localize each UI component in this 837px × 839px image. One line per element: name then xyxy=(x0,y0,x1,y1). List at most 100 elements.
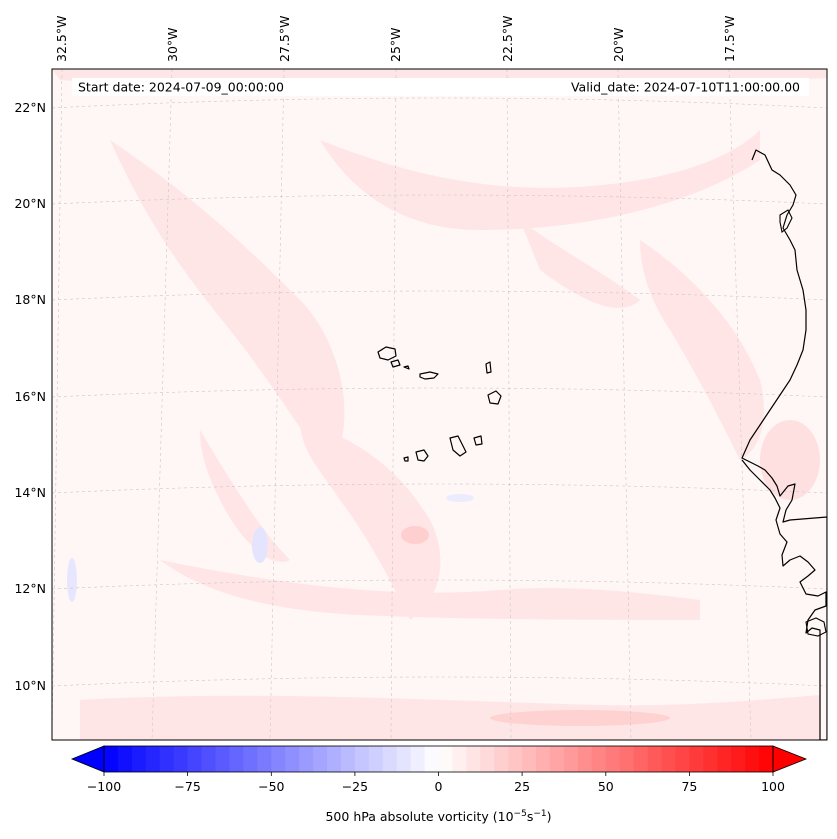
colorbar-step xyxy=(619,746,635,772)
colorbar-step xyxy=(703,746,718,772)
colorbar-step xyxy=(522,746,537,772)
colorbar-step xyxy=(745,746,760,772)
longitude-labels: 32.5°W 30°W 27.5°W 25°W 22.5°W 20°W 17.5… xyxy=(54,16,737,62)
island-santo-antao xyxy=(377,346,397,361)
colorbar-step xyxy=(313,746,328,772)
africa-coastline xyxy=(741,149,827,740)
lon-label-27-5w: 27.5°W xyxy=(277,16,292,62)
lat-label-18n: 18°N xyxy=(14,292,46,307)
colorbar-step xyxy=(131,746,147,772)
header-band xyxy=(72,78,809,96)
graticule xyxy=(52,69,827,740)
lat-label-16n: 16°N xyxy=(14,389,46,404)
map-panel: Start date: 2024-07-09_00:00:00 Valid_da… xyxy=(52,69,827,740)
colorbar-step xyxy=(410,746,426,772)
colorbar-step xyxy=(675,746,690,772)
colorbar-step xyxy=(508,746,523,772)
colorbar-step xyxy=(159,746,175,772)
colorbar-tick-labels: −100 −75 −50 −25 0 25 50 75 100 xyxy=(87,779,785,794)
colorbar-step xyxy=(285,746,300,772)
island-sao-vicente xyxy=(390,359,401,368)
colorbar-step xyxy=(215,746,231,772)
colorbar-step xyxy=(201,746,217,772)
cbar-tick-0: 0 xyxy=(435,779,443,794)
lat-label-20n: 20°N xyxy=(14,196,46,211)
colorbar-step xyxy=(550,746,565,772)
cabo-verde-islands xyxy=(377,346,502,462)
colorbar-step xyxy=(396,746,412,772)
colorbar-step xyxy=(563,746,579,772)
lon-label-22-5w: 22.5°W xyxy=(500,16,515,62)
lon-label-32-5w: 32.5°W xyxy=(54,16,69,62)
colorbar-step xyxy=(117,746,133,772)
colorbar-step xyxy=(257,746,272,772)
start-date-label: Start date: 2024-07-09_00:00:00 xyxy=(78,80,284,95)
colorbar-step xyxy=(243,746,258,772)
cbar-tick-minus25: −25 xyxy=(342,779,368,794)
colorbar-step xyxy=(661,746,677,772)
island-brava xyxy=(403,456,409,462)
colorbar-gradient xyxy=(104,746,774,772)
map-frame xyxy=(51,68,828,741)
island-santa-luzia xyxy=(403,365,410,370)
lon-label-30w: 30°W xyxy=(165,27,180,62)
colorbar-step xyxy=(647,746,663,772)
valid-date-label: Valid_date: 2024-07-10T11:00:00.00 xyxy=(571,80,800,95)
cbar-tick-50: 50 xyxy=(598,779,614,794)
colorbar-step xyxy=(633,746,649,772)
cbar-tick-minus100: −100 xyxy=(87,779,121,794)
colorbar-step xyxy=(229,746,244,772)
colorbar-step xyxy=(536,746,551,772)
colorbar-step xyxy=(145,746,161,772)
colorbar-step xyxy=(299,746,314,772)
colorbar-step xyxy=(271,746,286,772)
island-sal xyxy=(485,361,492,374)
colorbar-step xyxy=(104,746,119,772)
colorbar-min-extension xyxy=(70,745,105,773)
coast-inlet-upper xyxy=(779,209,793,233)
colorbar-step xyxy=(466,746,481,772)
colorbar-step xyxy=(438,746,454,772)
lon-label-20w: 20°W xyxy=(611,27,626,62)
cbar-tick-minus50: −50 xyxy=(258,779,284,794)
colorbar-step xyxy=(591,746,607,772)
colorbar-ticks xyxy=(103,772,774,776)
colorbar-step xyxy=(424,746,440,772)
colorbar-step xyxy=(494,746,509,772)
colorbar-step xyxy=(731,746,746,772)
lat-label-10n: 10°N xyxy=(14,678,46,693)
island-santiago xyxy=(449,435,467,457)
colorbar-step xyxy=(717,746,732,772)
colorbar-step xyxy=(689,746,704,772)
lon-label-25w: 25°W xyxy=(388,27,403,62)
cbar-tick-75: 75 xyxy=(681,779,697,794)
cbar-tick-minus75: −75 xyxy=(174,779,200,794)
island-sao-nicolau xyxy=(419,371,439,380)
cbar-tick-25: 25 xyxy=(514,779,530,794)
lat-label-22n: 22°N xyxy=(14,100,46,115)
island-fogo xyxy=(415,449,429,462)
colorbar-step xyxy=(340,746,356,772)
lon-label-17-5w: 17.5°W xyxy=(722,16,737,62)
colorbar-step xyxy=(173,746,189,772)
colorbar-max-extension xyxy=(772,745,808,773)
cbar-tick-100: 100 xyxy=(761,779,785,794)
colorbar-step xyxy=(759,746,774,772)
colorbar-step xyxy=(577,746,593,772)
colorbar-step xyxy=(382,746,398,772)
island-maio xyxy=(473,435,483,446)
lat-label-12n: 12°N xyxy=(14,581,46,596)
vorticity-highlights xyxy=(67,420,820,726)
coast-island-guinea xyxy=(805,617,827,637)
colorbar-step xyxy=(368,746,384,772)
colorbar-step xyxy=(605,746,621,772)
colorbar-step xyxy=(187,746,203,772)
colorbar-step xyxy=(452,746,467,772)
colorbar-step xyxy=(354,746,370,772)
colorbar-step xyxy=(327,746,342,772)
colorbar-label: 500 hPa absolute vorticity (10−5s−1) xyxy=(325,809,551,824)
colorbar-step xyxy=(480,746,495,772)
island-boa-vista xyxy=(487,390,502,405)
lat-label-14n: 14°N xyxy=(14,485,46,500)
